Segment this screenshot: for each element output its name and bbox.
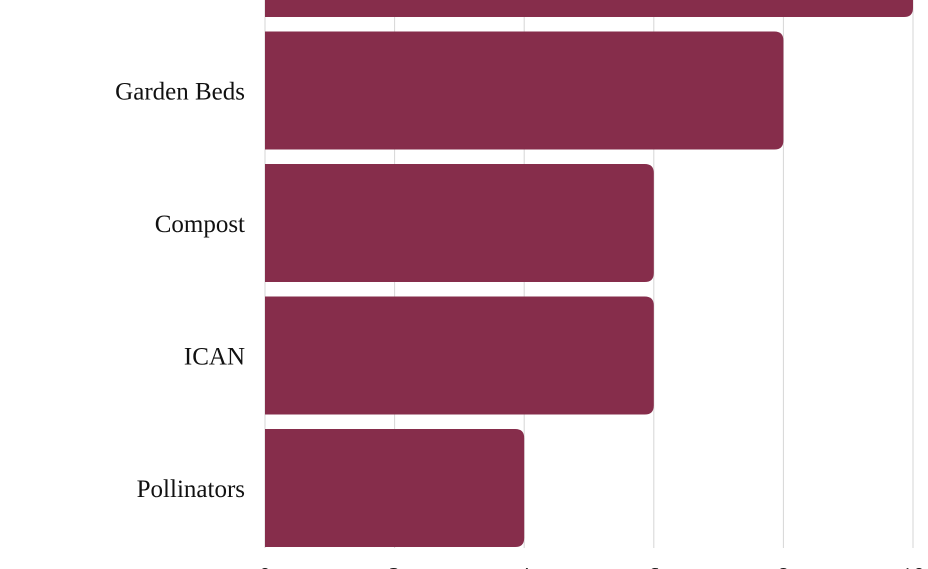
category-labels: Garden Beds Compost ICAN Pollinators — [115, 79, 245, 504]
x-tick-label-8: 8 — [777, 564, 789, 569]
bar-3 — [265, 164, 654, 282]
x-tick-label-6: 6 — [648, 564, 660, 569]
x-tick-label-10: 10 — [901, 564, 925, 569]
bar-2 — [265, 31, 784, 150]
category-label-5: Pollinators — [137, 476, 245, 503]
bar-5 — [265, 429, 525, 547]
category-label-4: ICAN — [184, 344, 245, 371]
bars-layer — [265, 0, 913, 547]
x-tick-label-4: 4 — [518, 564, 530, 569]
x-axis-ticks: 0 2 4 6 8 10 — [259, 564, 925, 569]
bar-1 — [265, 0, 913, 17]
category-label-3: Compost — [155, 211, 245, 238]
bar-4 — [265, 296, 654, 415]
x-tick-label-2: 2 — [389, 564, 401, 569]
x-tick-label-0: 0 — [259, 564, 271, 569]
category-label-2: Garden Beds — [115, 79, 245, 106]
